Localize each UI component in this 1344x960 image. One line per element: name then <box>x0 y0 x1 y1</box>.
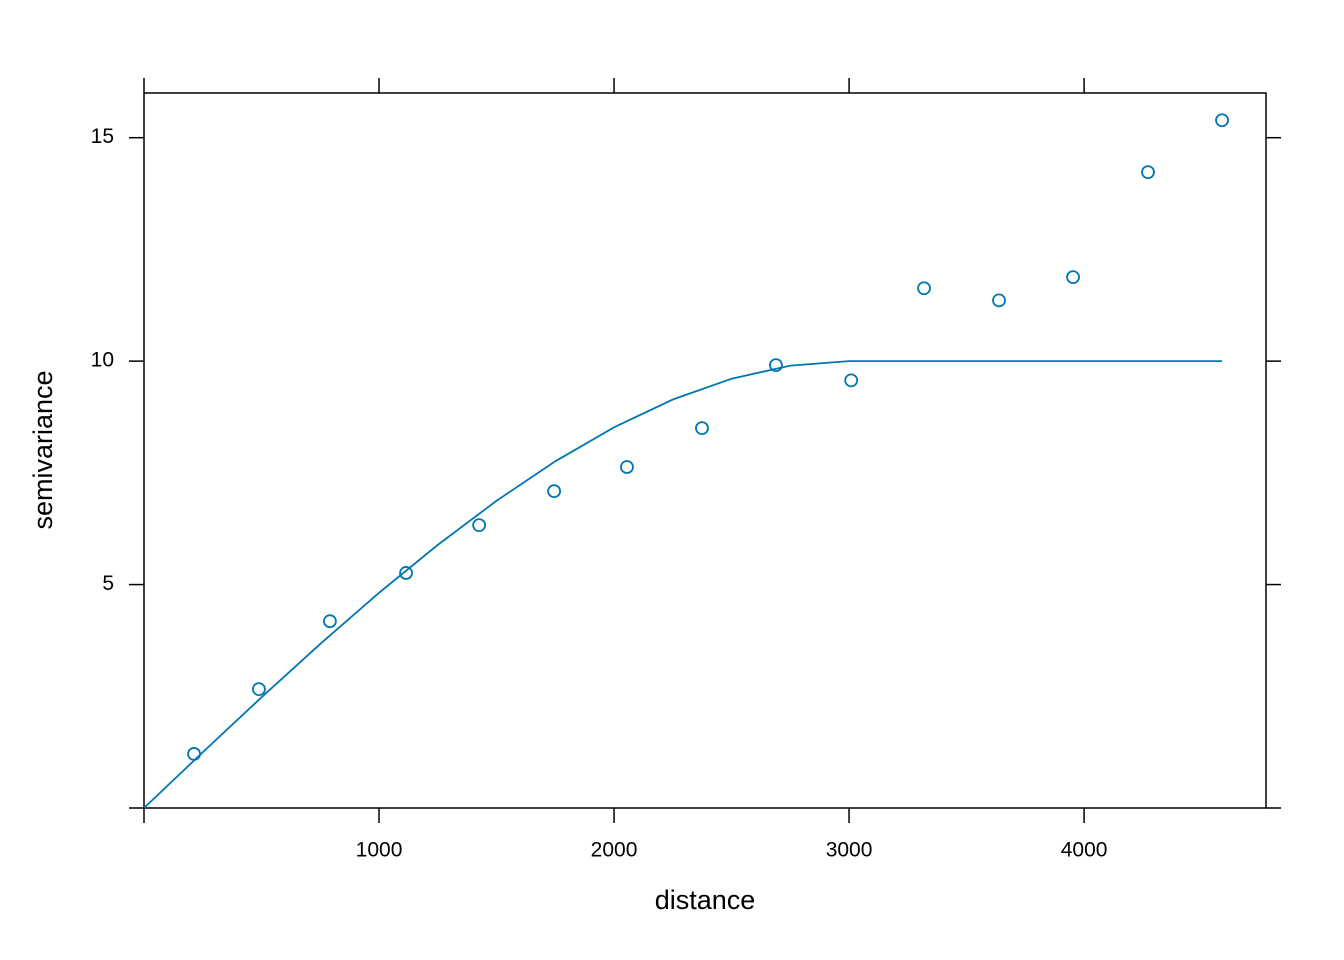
x-tick-label: 2000 <box>591 839 638 862</box>
point <box>472 518 487 533</box>
y-axis-label: semivariance <box>28 370 58 529</box>
point <box>917 281 931 296</box>
plot-frame <box>143 92 1267 809</box>
point <box>844 373 859 388</box>
y-tick-label: 10 <box>91 349 114 372</box>
x-tick-label: 4000 <box>1061 839 1108 862</box>
point <box>1215 113 1229 128</box>
point <box>1141 165 1155 179</box>
point <box>252 682 266 697</box>
point <box>1066 270 1080 285</box>
y-tick-label: 5 <box>102 572 114 595</box>
model-line <box>143 360 1223 809</box>
point <box>547 484 562 499</box>
y-tick-label: 15 <box>91 125 114 148</box>
point <box>399 566 413 580</box>
point <box>323 614 337 629</box>
point <box>695 421 709 436</box>
point <box>992 293 1006 308</box>
point <box>620 460 634 474</box>
point <box>769 358 783 373</box>
point <box>187 747 201 761</box>
x-tick-label: 3000 <box>826 839 873 862</box>
x-axis-label: distance <box>655 885 756 915</box>
x-tick-label: 1000 <box>356 839 403 862</box>
